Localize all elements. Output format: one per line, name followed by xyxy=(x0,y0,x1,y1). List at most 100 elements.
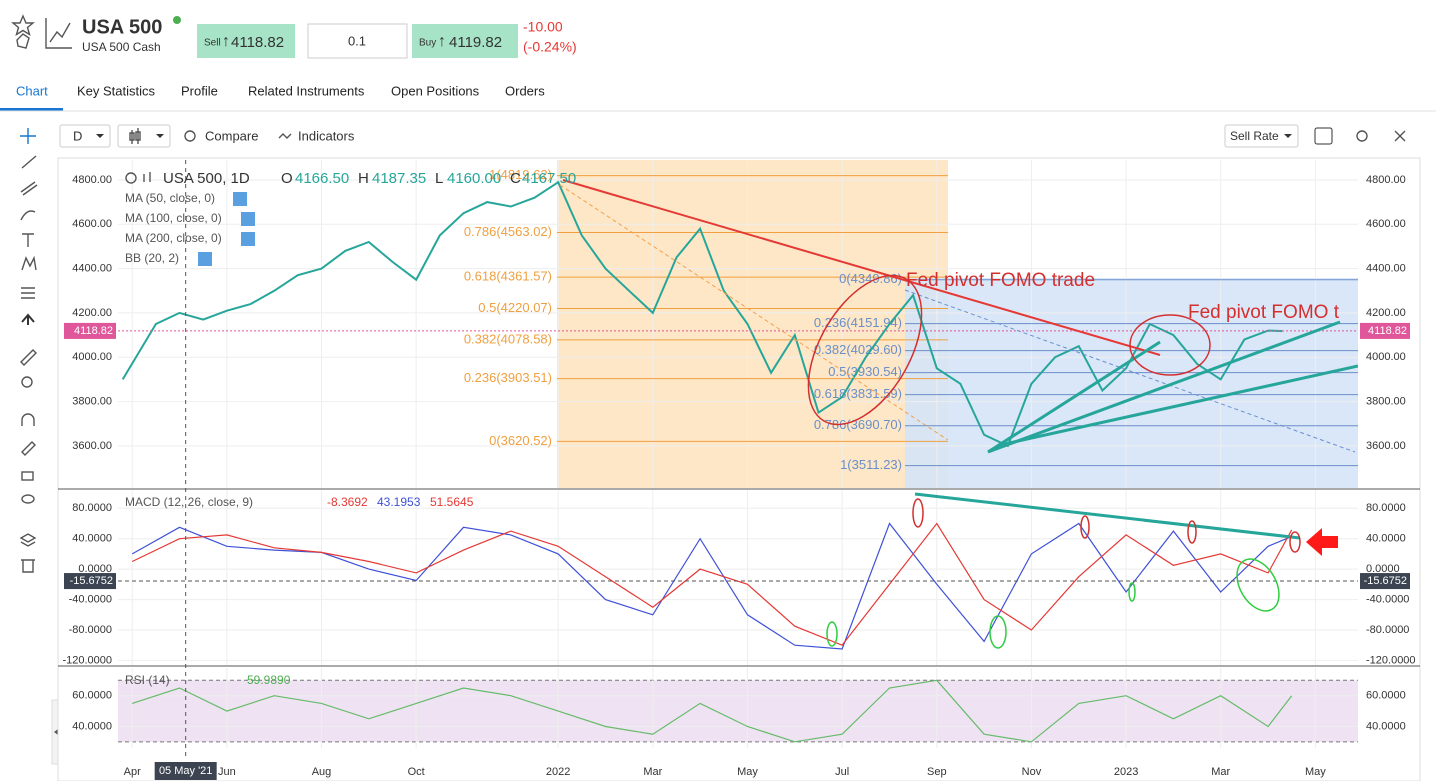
sell-price: 4118.82 xyxy=(231,34,284,51)
y-tick-label: 40.0000 xyxy=(72,533,112,545)
tab[interactable]: Orders xyxy=(505,83,545,98)
y-tick-label: -40.0000 xyxy=(1366,593,1409,605)
fib-label: 0.382(4029.60) xyxy=(814,342,902,357)
line-tool[interactable] xyxy=(21,155,37,169)
x-tick-label: Mar xyxy=(643,766,662,778)
y-tick-label: 3600.00 xyxy=(1366,440,1406,452)
fib-label: 0.786(3690.70) xyxy=(814,417,902,432)
sell-button[interactable] xyxy=(197,24,295,58)
current-value-label: -15.6752 xyxy=(70,575,113,587)
fib-label: 0.618(4361.57) xyxy=(464,269,552,284)
fib-label: 0.236(3903.51) xyxy=(464,370,552,385)
rate-select[interactable] xyxy=(1224,124,1299,148)
legend-candle-icon xyxy=(143,172,151,182)
y-tick-label: 3800.00 xyxy=(72,395,112,407)
annotation: Fed pivot FOMO trade xyxy=(906,270,1095,291)
highlight-circle xyxy=(1187,520,1197,544)
magnet-tool[interactable] xyxy=(21,413,35,426)
fullscreen-icon[interactable] xyxy=(1394,130,1406,142)
current-value-box xyxy=(1360,573,1410,590)
fib-tool[interactable] xyxy=(21,287,35,299)
sell-arrow: ↑ xyxy=(222,33,230,50)
caret xyxy=(96,134,104,138)
buy-label: Buy xyxy=(419,38,436,49)
ohlc-label: C xyxy=(510,170,521,187)
tabs: Chart Key Statistics Profile Related Ins… xyxy=(0,83,1436,112)
buy-button[interactable] xyxy=(412,24,518,58)
pattern-tool[interactable] xyxy=(21,255,37,271)
trend-line xyxy=(999,364,1358,447)
chart-style-select[interactable] xyxy=(117,124,171,148)
ruler-tool[interactable] xyxy=(20,349,37,366)
y-tick-label: 4000.00 xyxy=(72,351,112,363)
macd-drawings xyxy=(826,492,1338,649)
fib-label: 0.382(4078.58) xyxy=(464,331,552,346)
trend-line xyxy=(562,179,1161,356)
trend-line xyxy=(987,320,1341,454)
y-tick-label: -40.0000 xyxy=(69,593,112,605)
y-tick-label: 4800.00 xyxy=(72,174,112,186)
indicator-label: MA (200, close, 0) xyxy=(125,231,222,245)
visibility-button[interactable] xyxy=(233,192,247,206)
symbol: USA 500 xyxy=(82,16,162,38)
candle-icon xyxy=(129,128,141,144)
tab[interactable]: Open Positions xyxy=(391,83,480,98)
x-tick-label: Mar xyxy=(1211,766,1230,778)
indicators-button[interactable]: Indicators xyxy=(298,128,355,143)
indicator-buttons xyxy=(198,192,255,266)
tab[interactable]: Related Instruments xyxy=(248,83,365,98)
quantity-input[interactable] xyxy=(307,23,408,59)
y-tick-label: 60.0000 xyxy=(72,690,112,702)
visibility-button[interactable] xyxy=(241,232,255,246)
visibility-button[interactable] xyxy=(241,212,255,226)
x-tick-label: Nov xyxy=(1022,766,1042,778)
series-line xyxy=(131,522,1293,646)
visibility-tool[interactable] xyxy=(21,494,35,504)
layers-tool[interactable] xyxy=(19,533,37,547)
x-tick-label: Aug xyxy=(312,766,332,778)
tab[interactable]: Profile xyxy=(181,83,218,98)
rsi-band xyxy=(118,680,1358,742)
x-tick-label: May xyxy=(737,766,758,778)
y-tick-label: 4400.00 xyxy=(72,263,112,275)
brush-tool[interactable] xyxy=(20,210,36,221)
favorite-icon[interactable] xyxy=(11,14,35,37)
compare-button[interactable]: Compare xyxy=(205,128,258,143)
toggle[interactable] xyxy=(1314,127,1333,145)
x-tick-label: 2022 xyxy=(546,766,570,778)
y-tick-label: -80.0000 xyxy=(1366,624,1409,636)
delete-tool[interactable] xyxy=(21,559,35,573)
settings-icon[interactable] xyxy=(1356,130,1368,142)
toolbar: D Compare Indicators Sell Rate xyxy=(59,124,1406,148)
visibility-button[interactable] xyxy=(198,252,212,266)
highlight-circle xyxy=(807,274,923,426)
crosshair-tool[interactable] xyxy=(20,128,36,144)
tab[interactable]: Chart xyxy=(16,83,48,98)
y-tick-label: 4800.00 xyxy=(1366,174,1406,186)
text-tool[interactable] xyxy=(22,233,34,247)
compare-icon xyxy=(184,130,196,142)
y-tick-label: -120.0000 xyxy=(1366,654,1416,666)
rsi-value: 59.9890 xyxy=(247,673,291,687)
fib-label: 0.236(4151.94) xyxy=(814,315,902,330)
drawings: Fed pivot FOMO trade Fed pivot FOMO t xyxy=(559,179,1358,454)
collapse-icon[interactable] xyxy=(125,172,137,184)
highlight-circle xyxy=(1129,314,1211,376)
indicators-icon xyxy=(278,133,292,139)
zoom-tool[interactable] xyxy=(21,376,33,388)
lock-tool[interactable] xyxy=(21,471,34,481)
legend-title: USA 500, 1D xyxy=(163,170,250,187)
y-tick-label: 40.0000 xyxy=(72,720,112,732)
channel-tool[interactable] xyxy=(20,181,38,196)
pen-tool[interactable] xyxy=(21,441,36,456)
tab[interactable]: Key Statistics xyxy=(77,83,156,98)
arrow-tool[interactable] xyxy=(21,313,35,325)
alert-icon[interactable] xyxy=(16,33,30,49)
y-tick-label: 0.0000 xyxy=(78,563,112,575)
y-tick-label: 4200.00 xyxy=(72,307,112,319)
fib-label: 0.618(3831.59) xyxy=(814,386,902,401)
ohlc-value: 4187.35 xyxy=(372,170,426,187)
interval-select[interactable] xyxy=(59,124,111,148)
current-value-box xyxy=(64,322,116,339)
